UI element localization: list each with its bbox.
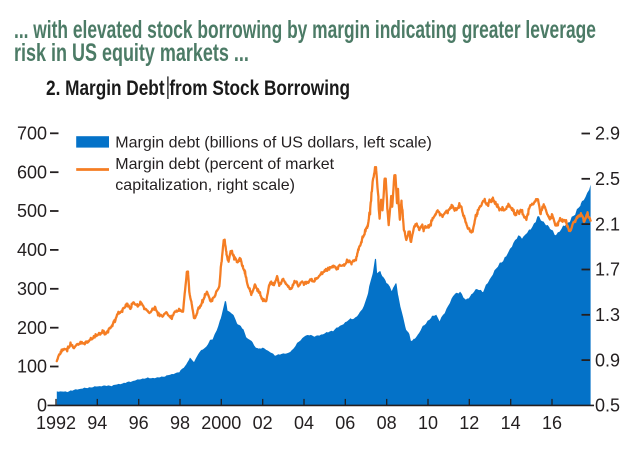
svg-text:300: 300 <box>17 279 47 299</box>
svg-text:2.1: 2.1 <box>595 214 620 234</box>
svg-text:200: 200 <box>17 318 47 338</box>
svg-text:0.9: 0.9 <box>595 350 620 370</box>
svg-text:16: 16 <box>542 413 562 433</box>
svg-text:04: 04 <box>294 413 314 433</box>
svg-text:14: 14 <box>501 413 521 433</box>
svg-text:94: 94 <box>87 413 107 433</box>
svg-text:2. Margin Debt from Stock Borr: 2. Margin Debt from Stock Borrowing <box>46 77 350 100</box>
svg-text:98: 98 <box>170 413 190 433</box>
svg-text:... with elevated stock borrow: ... with elevated stock borrowing by mar… <box>14 16 596 44</box>
svg-text:10: 10 <box>418 413 438 433</box>
svg-text:02: 02 <box>253 413 273 433</box>
svg-text:700: 700 <box>17 124 47 144</box>
svg-text:100: 100 <box>17 357 47 377</box>
svg-text:0.5: 0.5 <box>595 396 620 416</box>
svg-text:06: 06 <box>335 413 355 433</box>
svg-text:96: 96 <box>129 413 149 433</box>
svg-text:Margin debt (billions of US do: Margin debt (billions of US dollars, lef… <box>115 135 432 152</box>
svg-text:600: 600 <box>17 162 47 182</box>
svg-text:0: 0 <box>37 396 47 416</box>
svg-text:Margin debt (percent of market: Margin debt (percent of market <box>115 156 334 173</box>
svg-text:400: 400 <box>17 240 47 260</box>
svg-text:capitalization, right scale): capitalization, right scale) <box>115 177 295 194</box>
svg-text:2.5: 2.5 <box>595 169 620 189</box>
svg-text:2000: 2000 <box>201 413 241 433</box>
svg-text:500: 500 <box>17 201 47 221</box>
svg-text:1.3: 1.3 <box>595 305 620 325</box>
svg-text:08: 08 <box>377 413 397 433</box>
svg-text:1.7: 1.7 <box>595 260 620 280</box>
svg-text:2.9: 2.9 <box>595 124 620 144</box>
svg-text:12: 12 <box>459 413 479 433</box>
svg-text:risk in US equity markets ...: risk in US equity markets ... <box>14 38 249 67</box>
svg-text:1992: 1992 <box>36 413 76 433</box>
